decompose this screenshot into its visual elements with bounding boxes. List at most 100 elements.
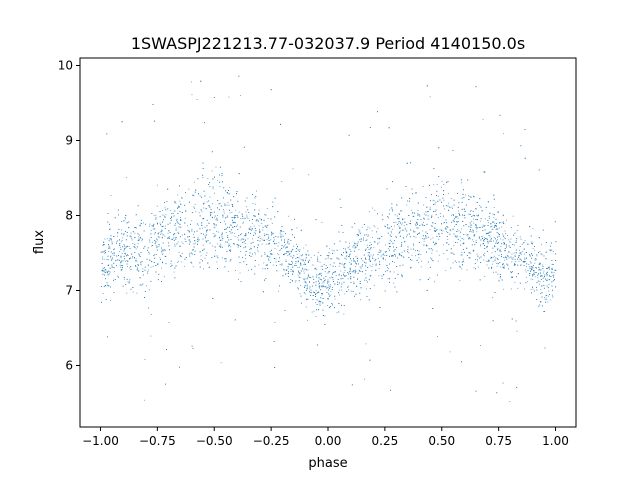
data-point [443,190,444,192]
data-point [143,399,145,401]
data-point [322,293,323,295]
data-point [150,266,152,268]
data-point [381,236,383,237]
data-point [478,227,480,228]
data-point [495,271,497,273]
data-point [514,264,516,266]
data-point [454,260,456,262]
data-point [401,224,403,226]
data-point [156,222,158,224]
data-point [274,216,276,218]
data-point [341,255,343,256]
data-point [206,252,208,254]
data-point [316,274,318,276]
data-point [244,235,246,237]
data-point [349,253,351,255]
data-point [553,274,555,276]
data-point [394,225,395,227]
data-point [439,213,441,214]
data-point [182,243,184,244]
data-point [488,259,490,261]
data-point [281,247,283,249]
data-point [170,260,172,262]
data-point [496,392,498,394]
data-point [382,218,384,220]
data-point [280,230,281,232]
data-point [307,287,308,289]
data-point [360,239,362,241]
data-point [126,255,127,257]
data-point [354,242,356,244]
data-point [344,248,346,250]
data-point [337,281,338,283]
data-point [534,249,536,251]
data-point [381,275,383,277]
data-point [492,221,494,223]
data-point [177,262,179,263]
data-point [123,248,125,250]
data-point [434,281,435,283]
data-point [132,287,134,288]
data-point [298,288,299,290]
data-point [461,228,463,230]
data-point [377,213,378,215]
data-point [305,282,307,284]
data-point [422,186,424,187]
data-point [254,231,256,233]
data-point [329,307,330,309]
data-point [432,237,434,239]
data-point [219,239,221,241]
data-point [158,273,160,275]
data-point [136,246,138,248]
data-point [219,202,221,204]
data-point [242,222,244,224]
data-point [398,218,400,220]
data-point [227,226,229,228]
data-point [330,291,332,293]
data-point [317,256,319,258]
data-point [378,251,380,253]
data-point [287,255,289,257]
data-point [215,224,217,226]
data-point [100,251,102,253]
data-point [346,251,348,253]
data-point [121,265,123,266]
data-point [140,264,142,266]
data-point [416,223,418,224]
data-point [446,222,448,224]
data-point [313,254,315,256]
data-point [240,233,242,234]
data-point [103,258,105,260]
data-point [220,222,221,223]
data-point [417,210,419,211]
data-point [250,255,252,257]
data-point [417,212,419,214]
data-point [124,217,126,218]
data-point [495,218,497,220]
data-point [356,234,358,236]
data-point [314,292,315,294]
data-point [112,253,113,255]
data-point [502,264,503,266]
data-point [221,239,223,241]
data-point [365,265,367,267]
data-point [275,258,277,260]
data-point [382,254,384,256]
data-point [389,209,390,211]
data-point [427,215,429,217]
data-point [411,188,413,190]
data-point [461,252,463,253]
data-point [255,230,257,232]
data-point [508,239,510,241]
data-point [436,195,437,196]
data-point [280,234,282,236]
data-point [288,271,289,273]
data-point [420,254,422,256]
data-point [162,210,164,211]
data-point [208,205,210,207]
data-point [156,249,158,251]
data-point [335,275,337,276]
data-point [422,235,424,237]
data-point [280,123,281,125]
data-point [189,231,190,233]
